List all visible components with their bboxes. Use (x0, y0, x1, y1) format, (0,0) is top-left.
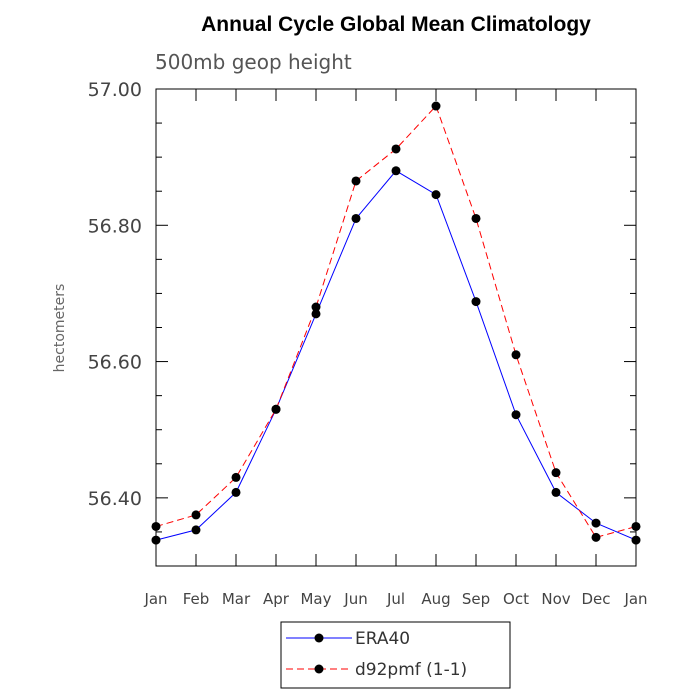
data-point-d92pmf (511, 350, 521, 360)
data-point-era40 (191, 525, 201, 535)
data-point-d92pmf (471, 213, 481, 223)
legend-d92pmf-label: d92pmf (1-1) (355, 660, 467, 680)
data-point-d92pmf (551, 468, 561, 478)
data-point-era40 (351, 213, 361, 223)
x-tick-labels: Jan Feb Mar Apr May Jun Jul Aug Sep Oct Nov Dec Jan (143, 590, 647, 608)
x-tick-label: Jan (623, 590, 647, 608)
x-tick-label: Dec (581, 590, 610, 608)
data-point-era40 (591, 518, 601, 528)
x-tick-label: Mar (222, 590, 251, 608)
y-tick-label: 56.60 (88, 352, 142, 374)
legend: ERA40 d92pmf (1-1) (280, 621, 511, 689)
chart-subtitle: 500mb geop height (155, 50, 352, 74)
x-tick-label: Jun (343, 590, 367, 608)
data-point-d92pmf (431, 101, 441, 111)
x-tick-label: Nov (541, 590, 570, 608)
data-point-d92pmf (591, 532, 601, 542)
y-tick-labels: 56.40 56.60 56.80 57.00 (88, 79, 142, 510)
data-point-d92pmf (271, 404, 281, 414)
data-point-d92pmf (631, 521, 641, 531)
data-point-era40 (471, 297, 481, 307)
x-tick-label: May (300, 590, 331, 608)
legend-era40-label: ERA40 (355, 629, 410, 649)
data-point-era40 (511, 410, 521, 420)
data-point-d92pmf (151, 521, 161, 531)
y-tick-label: 56.80 (88, 215, 142, 237)
x-tick-label: Feb (183, 590, 210, 608)
x-tick-label: Jan (143, 590, 167, 608)
axis-ticks (155, 88, 637, 567)
data-point-era40 (311, 309, 321, 319)
plot-frame (155, 88, 637, 567)
data-point-era40 (631, 535, 641, 545)
x-tick-label: Jul (386, 590, 405, 608)
data-point-era40 (431, 190, 441, 200)
y-tick-label: 57.00 (88, 79, 142, 101)
data-point-era40 (151, 535, 161, 545)
data-point-d92pmf (231, 472, 241, 482)
data-point-era40 (551, 487, 561, 497)
legend-era40-marker (314, 633, 324, 643)
x-tick-label: Aug (421, 590, 450, 608)
data-point-era40 (391, 166, 401, 176)
data-point-d92pmf (391, 144, 401, 154)
chart-title: Annual Cycle Global Mean Climatology (201, 13, 591, 36)
x-tick-label: Oct (503, 590, 529, 608)
x-tick-label: Apr (263, 590, 290, 608)
data-point-era40 (231, 487, 241, 497)
y-tick-label: 56.40 (88, 488, 142, 510)
data-point-d92pmf (351, 176, 361, 186)
legend-d92pmf-marker (314, 664, 324, 674)
y-axis-label: hectometers (52, 284, 68, 373)
series-layer (151, 101, 641, 545)
data-point-d92pmf (311, 302, 321, 312)
data-point-d92pmf (191, 510, 201, 520)
legend-box (280, 621, 511, 689)
x-tick-label: Sep (462, 590, 490, 608)
